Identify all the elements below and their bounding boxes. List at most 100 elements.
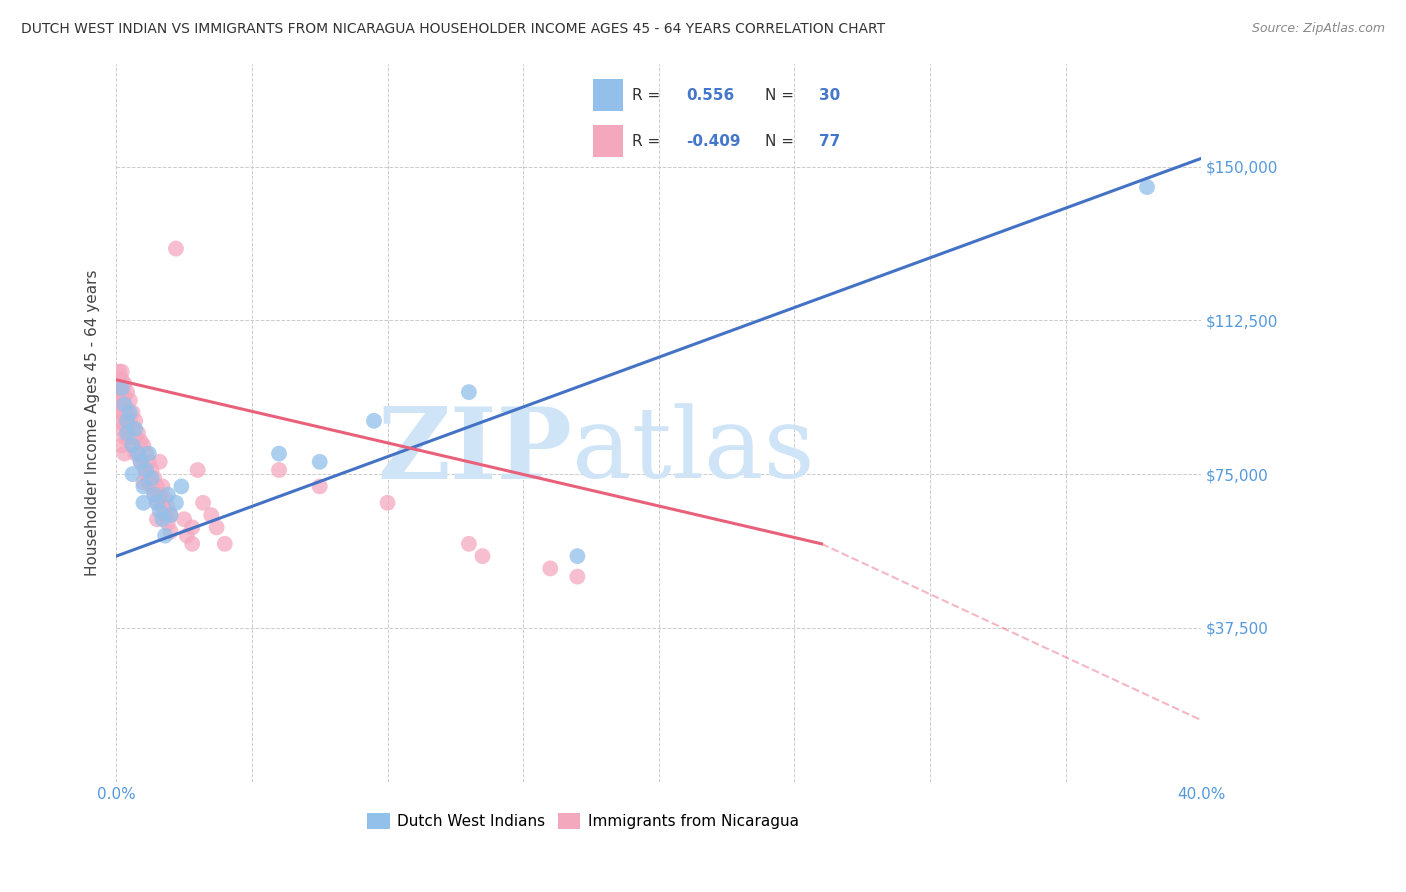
Point [156,500,179,514]
Point [111,365,134,379]
Text: DUTCH WEST INDIAN VS IMMIGRANTS FROM NICARAGUA HOUSEHOLDER INCOME AGES 45 - 64 Y: DUTCH WEST INDIAN VS IMMIGRANTS FROM NIC… [21,22,886,37]
Point [111,422,134,436]
Point [170,479,193,493]
Text: -0.409: -0.409 [686,134,741,149]
Text: 30: 30 [820,87,841,103]
Point [121,406,143,420]
Point [132,438,155,452]
Point [141,463,163,477]
Point [567,549,589,563]
Point [138,447,160,461]
Point [138,475,160,490]
Point [214,537,236,551]
Point [458,385,481,400]
Point [132,496,155,510]
Point [146,496,169,510]
Point [112,430,135,444]
Point [377,496,399,510]
Point [118,430,141,444]
Y-axis label: Householder Income Ages 45 - 64 years: Householder Income Ages 45 - 64 years [86,269,100,576]
Point [150,512,173,526]
Text: N =: N = [765,87,799,103]
Point [124,430,146,444]
Point [108,381,131,395]
Point [150,479,173,493]
Point [149,504,172,518]
Point [132,458,155,473]
Point [121,467,143,482]
Point [108,406,131,420]
Point [308,455,330,469]
Point [115,414,138,428]
Point [129,434,152,449]
Point [121,422,143,436]
Point [308,479,330,493]
Text: 0.556: 0.556 [686,87,734,103]
Point [153,491,176,506]
Point [538,561,561,575]
Point [200,508,222,522]
Text: R =: R = [631,87,665,103]
Point [124,447,146,461]
Point [112,376,135,391]
Point [143,471,166,485]
Point [135,447,157,461]
Point [153,508,176,522]
Point [176,528,198,542]
FancyBboxPatch shape [592,79,623,111]
Point [112,447,135,461]
Point [138,455,160,469]
Point [115,430,138,444]
Point [153,528,176,542]
Point [191,496,214,510]
Point [149,455,172,469]
Point [181,537,204,551]
Point [146,479,169,493]
Point [165,496,187,510]
Point [267,463,290,477]
Text: N =: N = [765,134,799,149]
Text: R =: R = [631,134,665,149]
Point [115,426,138,441]
Point [567,569,589,583]
Point [112,417,135,432]
Point [115,417,138,432]
Point [112,397,135,411]
Point [135,467,157,482]
Point [127,447,149,461]
Point [132,475,155,490]
Point [205,520,228,534]
Point [129,455,152,469]
Point [129,455,152,469]
Point [118,393,141,408]
Point [121,438,143,452]
Point [149,488,172,502]
Point [111,438,134,452]
Point [181,520,204,534]
Point [146,496,169,510]
Point [150,500,173,514]
Point [159,524,181,539]
Point [112,406,135,420]
Point [124,422,146,436]
Point [159,508,181,522]
Point [108,414,131,428]
Point [187,463,209,477]
Point [173,512,195,526]
Point [156,488,179,502]
Point [135,463,157,477]
Point [267,447,290,461]
Point [112,389,135,403]
Point [458,537,481,551]
Point [124,414,146,428]
Point [141,479,163,493]
Point [127,426,149,441]
Point [146,512,169,526]
Point [115,401,138,416]
Point [143,488,166,502]
Point [143,488,166,502]
Point [115,385,138,400]
Text: Source: ZipAtlas.com: Source: ZipAtlas.com [1251,22,1385,36]
Point [165,242,187,256]
Point [111,373,134,387]
